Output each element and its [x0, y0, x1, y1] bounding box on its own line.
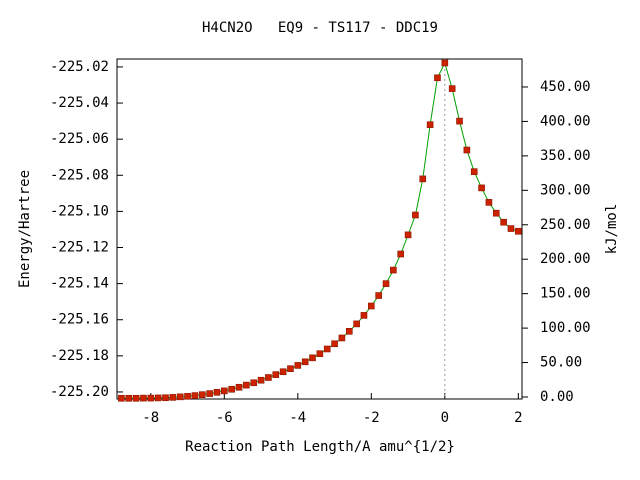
- data-point: [478, 184, 485, 192]
- plot-frame: [116, 58, 523, 400]
- data-point: [184, 392, 191, 400]
- x-tick-label: -2: [363, 410, 380, 426]
- y2-tick-label: 250.00: [540, 217, 591, 233]
- y2-tick-label: 100.00: [540, 320, 591, 336]
- y2-tick-label: 0.00: [540, 389, 574, 405]
- data-point: [169, 394, 177, 401]
- data-point: [235, 383, 243, 391]
- y2-tick-label: 50.00: [540, 355, 582, 371]
- data-point: [265, 374, 272, 381]
- data-point: [463, 146, 471, 154]
- y-tick-label: -225.06: [50, 131, 109, 147]
- x-tick-label: -4: [289, 410, 306, 426]
- data-point: [316, 350, 324, 357]
- data-point: [434, 74, 441, 82]
- data-point: [419, 175, 427, 183]
- y2-tick-label: 300.00: [540, 182, 591, 198]
- data-point: [154, 394, 162, 402]
- data-point: [331, 340, 338, 348]
- data-point: [345, 327, 353, 335]
- data-point: [353, 320, 360, 328]
- data-point: [118, 394, 125, 402]
- data-point: [382, 280, 390, 287]
- data-point: [470, 168, 478, 175]
- data-point: [456, 117, 463, 125]
- data-point: [221, 387, 228, 395]
- data-point: [404, 231, 412, 239]
- y2-tick-label: 150.00: [540, 286, 591, 302]
- y-tick-label: -225.04: [50, 95, 109, 111]
- y-tick-label: -225.20: [50, 384, 109, 400]
- x-axis-label: Reaction Path Length/A amu^{1/2}: [185, 439, 455, 455]
- data-point: [309, 354, 316, 362]
- data-point: [287, 365, 294, 372]
- data-point: [191, 392, 199, 399]
- y-tick-label: -225.18: [50, 348, 109, 364]
- y2-tick-label: 450.00: [540, 79, 591, 95]
- x-tick-label: 0: [441, 410, 449, 426]
- data-point: [213, 389, 221, 396]
- data-point: [390, 266, 397, 274]
- data-point: [397, 250, 405, 258]
- data-point: [272, 371, 280, 378]
- data-point: [426, 121, 434, 129]
- data-point: [294, 362, 302, 369]
- data-point: [441, 59, 449, 67]
- energy-line: [121, 61, 519, 399]
- data-point: [228, 385, 235, 393]
- data-point: [243, 381, 250, 389]
- y2-tick-label: 350.00: [540, 148, 591, 164]
- data-point: [279, 368, 287, 376]
- y-tick-label: -225.16: [50, 312, 109, 328]
- data-point: [140, 394, 147, 402]
- data-point: [360, 312, 368, 319]
- y2-tick-label: 200.00: [540, 251, 591, 267]
- data-point: [368, 302, 375, 310]
- y-tick-label: -225.02: [50, 59, 109, 75]
- data-point: [492, 209, 500, 217]
- data-point: [515, 227, 522, 235]
- data-point: [132, 394, 140, 402]
- data-point: [162, 394, 169, 402]
- x-tick-label: -6: [216, 410, 233, 426]
- y-tick-label: -225.08: [50, 167, 109, 183]
- data-point: [147, 394, 155, 402]
- y-tick-label: -225.14: [50, 276, 109, 292]
- data-point: [257, 376, 265, 384]
- data-point: [448, 85, 456, 92]
- data-point: [412, 211, 419, 219]
- data-point: [485, 199, 493, 206]
- y-tick-label: -225.12: [50, 240, 109, 256]
- data-point: [375, 292, 382, 299]
- data-point: [507, 225, 515, 232]
- y-tick-label: -225.10: [50, 203, 109, 219]
- data-point: [323, 345, 331, 353]
- data-point: [250, 379, 258, 387]
- data-point: [176, 393, 184, 401]
- data-point: [206, 390, 213, 397]
- data-point: [338, 334, 346, 342]
- data-point: [125, 394, 133, 402]
- y-axis-label: Energy/Hartree: [17, 170, 33, 288]
- data-point: [198, 391, 206, 398]
- x-tick-label: -8: [142, 410, 159, 426]
- x-tick-label: 2: [514, 410, 522, 426]
- data-point: [500, 218, 507, 226]
- y2-tick-label: 400.00: [540, 113, 591, 129]
- chart-title: H4CN2O EQ9 - TS117 - DDC19: [202, 20, 438, 36]
- data-point: [301, 358, 309, 366]
- y2-axis-label: kJ/mol: [604, 204, 620, 255]
